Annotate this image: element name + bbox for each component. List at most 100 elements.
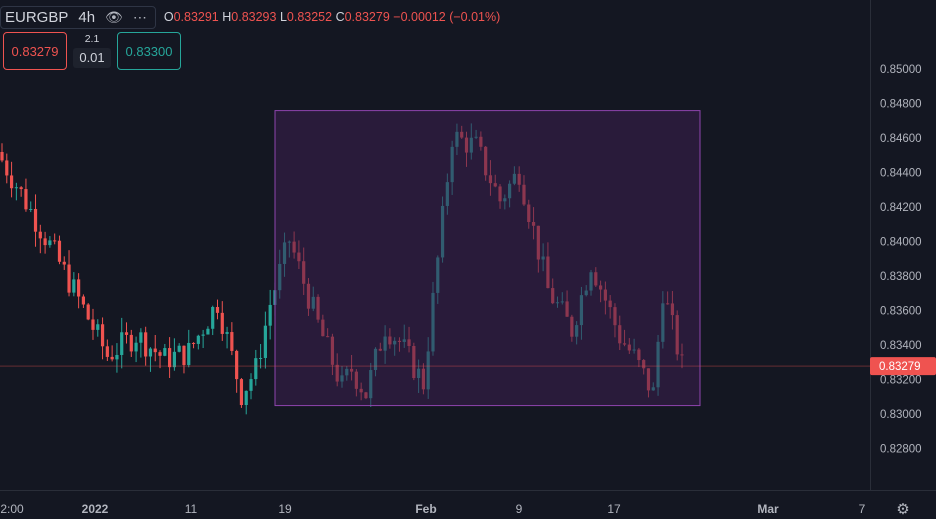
candle-body xyxy=(129,334,133,352)
ohlc-values: O0.83291 H0.83293 L0.83252 C0.83279 −0.0… xyxy=(164,10,500,24)
symbol-selector[interactable]: EURGBP 4h 👁 ⋯ xyxy=(0,5,156,29)
candle-body xyxy=(91,319,95,330)
candle-body xyxy=(196,335,200,344)
time-tick-label: 17 xyxy=(607,502,621,516)
candle-body xyxy=(225,332,229,334)
last-price-tag xyxy=(870,357,936,376)
candle-body xyxy=(153,348,157,353)
eye-icon[interactable]: 👁 xyxy=(105,8,123,25)
price-tick-label: 0.84000 xyxy=(880,237,922,249)
time-tick-label: Mar xyxy=(757,502,779,516)
legend-bar: EURGBP 4h 👁 ⋯ O0.83291 H0.83293 L0.83252… xyxy=(0,4,500,30)
close-label: C xyxy=(335,10,345,24)
timeframe-label[interactable]: 4h xyxy=(78,8,96,26)
rectangle-drawing xyxy=(274,110,701,407)
time-tick-label: 7 xyxy=(859,502,866,516)
open-label: O xyxy=(163,10,174,24)
candle-body xyxy=(168,348,172,368)
buy-button[interactable]: 0.83300 xyxy=(117,32,181,70)
candle-body xyxy=(33,208,38,232)
time-tick-label: Feb xyxy=(415,502,436,516)
candle-body xyxy=(230,332,234,351)
candle-body xyxy=(43,238,47,246)
candle-body xyxy=(182,345,186,366)
last-price-label: 0.83279 xyxy=(879,361,921,373)
price-tick-label: 0.83000 xyxy=(880,409,922,421)
symbol-name[interactable]: EURGBP xyxy=(5,8,69,26)
time-tick-label: 2022 xyxy=(82,502,109,516)
candle-body xyxy=(86,304,90,320)
price-tick-label: 0.85000 xyxy=(880,64,922,76)
candle-body xyxy=(115,354,119,360)
price-tick-label: 0.83800 xyxy=(880,271,922,283)
time-tick-label: 19 xyxy=(278,502,292,516)
high-value: 0.83293 xyxy=(231,10,277,24)
candle-body xyxy=(144,332,148,357)
candle-body xyxy=(105,346,109,357)
candle-body xyxy=(239,379,244,406)
candle-body xyxy=(5,160,9,176)
candle-body xyxy=(29,208,33,210)
quantity-field[interactable]: 0.01 xyxy=(73,48,111,68)
time-tick-label: 2:00 xyxy=(0,502,24,516)
candle-body xyxy=(38,231,42,239)
spread-value: 2.1 xyxy=(84,33,100,45)
candle-body xyxy=(9,175,14,189)
candle-body xyxy=(24,189,28,210)
candle-body xyxy=(120,332,124,355)
candle-body xyxy=(72,279,76,293)
price-tick-label: 0.83400 xyxy=(880,340,922,352)
sell-button[interactable]: 0.83279 xyxy=(3,32,67,70)
price-tick-label: 0.83600 xyxy=(880,306,922,318)
candle-body xyxy=(254,358,258,380)
price-tick-label: 0.84400 xyxy=(880,168,922,180)
candle-body xyxy=(100,324,105,347)
candle-body xyxy=(258,357,263,359)
open-value: 0.83291 xyxy=(173,10,219,24)
candle-body xyxy=(191,342,196,344)
candle-body xyxy=(134,342,138,352)
candle-body xyxy=(19,187,23,190)
candle-body xyxy=(206,328,210,335)
candle-body xyxy=(263,325,267,358)
candle-body xyxy=(158,352,162,356)
candle-body xyxy=(139,332,143,343)
candle-body xyxy=(201,334,205,336)
low-label: L xyxy=(279,10,287,24)
candle-body xyxy=(177,345,181,352)
candle-body xyxy=(172,351,176,368)
close-value: 0.83279 xyxy=(344,10,390,24)
candle-body xyxy=(163,348,167,356)
low-value: 0.83252 xyxy=(286,10,333,24)
quantity-panel: 2.1 0.01 xyxy=(67,32,117,68)
price-tick-label: 0.84600 xyxy=(880,133,922,145)
price-tick-label: 0.84800 xyxy=(880,99,922,111)
candle-body xyxy=(96,324,100,330)
candle-body xyxy=(268,304,272,326)
more-dots-icon[interactable]: ⋯ xyxy=(132,8,147,25)
candle-body xyxy=(14,187,18,189)
candle-body xyxy=(124,332,129,335)
candle-body xyxy=(62,261,66,265)
candle-body xyxy=(211,306,215,329)
candle-body xyxy=(249,379,253,391)
candle-body xyxy=(148,348,153,357)
candle-body xyxy=(67,264,71,293)
candle-body xyxy=(215,306,220,313)
candle-body xyxy=(220,312,224,334)
price-tick-label: 0.82800 xyxy=(880,444,922,456)
time-tick-label: 11 xyxy=(185,502,198,516)
price-tick-label: 0.84200 xyxy=(880,202,922,214)
high-label: H xyxy=(222,10,232,24)
change-value: −0.00012 (−0.01%) xyxy=(393,10,501,24)
candle-body xyxy=(244,390,248,406)
candle-body xyxy=(57,240,62,262)
gear-icon[interactable]: ⚙ xyxy=(896,500,909,518)
candle-body xyxy=(187,342,191,366)
candle-body xyxy=(81,296,86,305)
candle-body xyxy=(0,152,4,161)
candle-body xyxy=(48,240,52,246)
price-tick-label: 0.83200 xyxy=(880,375,922,387)
